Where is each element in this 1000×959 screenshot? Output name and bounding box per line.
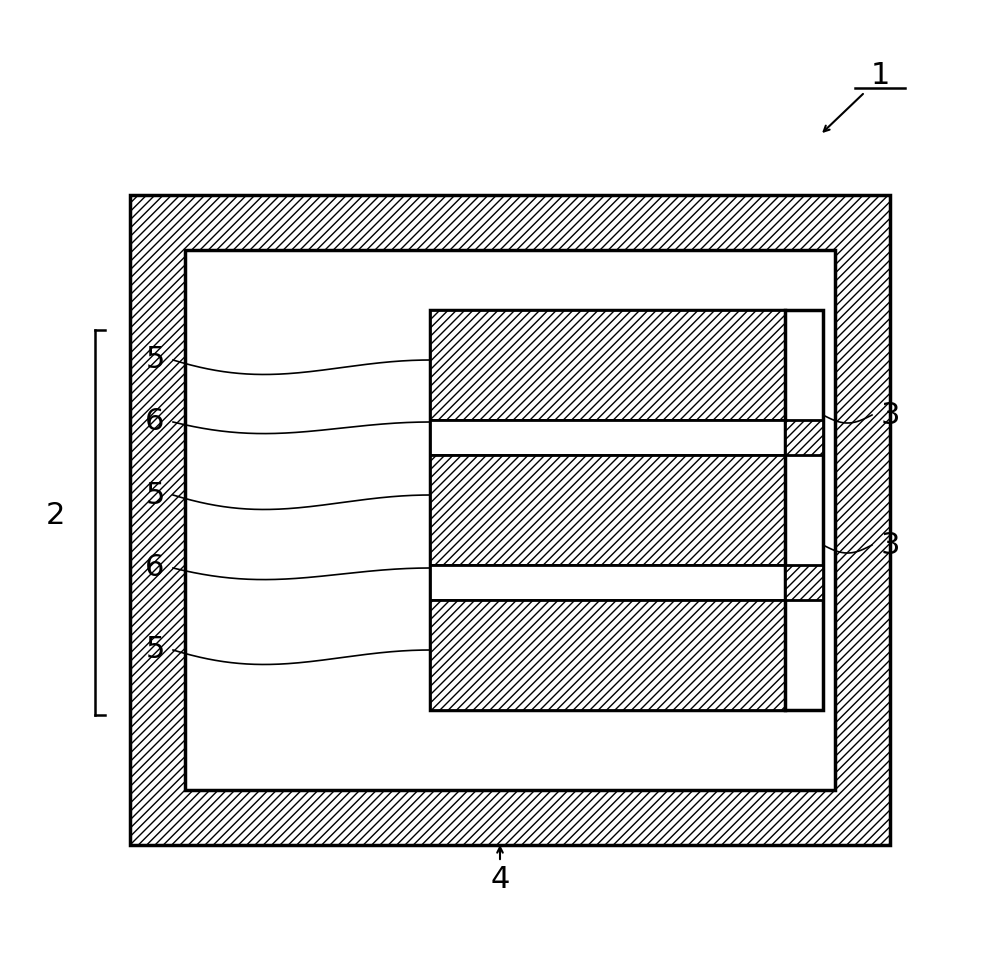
Text: 5: 5 <box>145 636 165 665</box>
Bar <box>785 310 823 710</box>
Text: 3: 3 <box>880 530 900 559</box>
Text: 5: 5 <box>145 345 165 375</box>
Text: 2: 2 <box>45 501 65 529</box>
Text: 4: 4 <box>490 866 510 895</box>
Bar <box>430 455 785 565</box>
Bar <box>130 195 890 845</box>
Bar <box>430 420 785 455</box>
Bar <box>185 250 835 790</box>
Text: 6: 6 <box>145 553 165 582</box>
Text: 3: 3 <box>880 401 900 430</box>
Bar <box>785 420 823 455</box>
Text: 1: 1 <box>870 60 890 89</box>
Bar <box>785 565 823 600</box>
Bar <box>430 600 785 710</box>
Bar <box>430 310 785 420</box>
Bar <box>430 565 785 600</box>
Bar <box>430 310 785 710</box>
Text: 5: 5 <box>145 480 165 509</box>
Text: 6: 6 <box>145 408 165 436</box>
